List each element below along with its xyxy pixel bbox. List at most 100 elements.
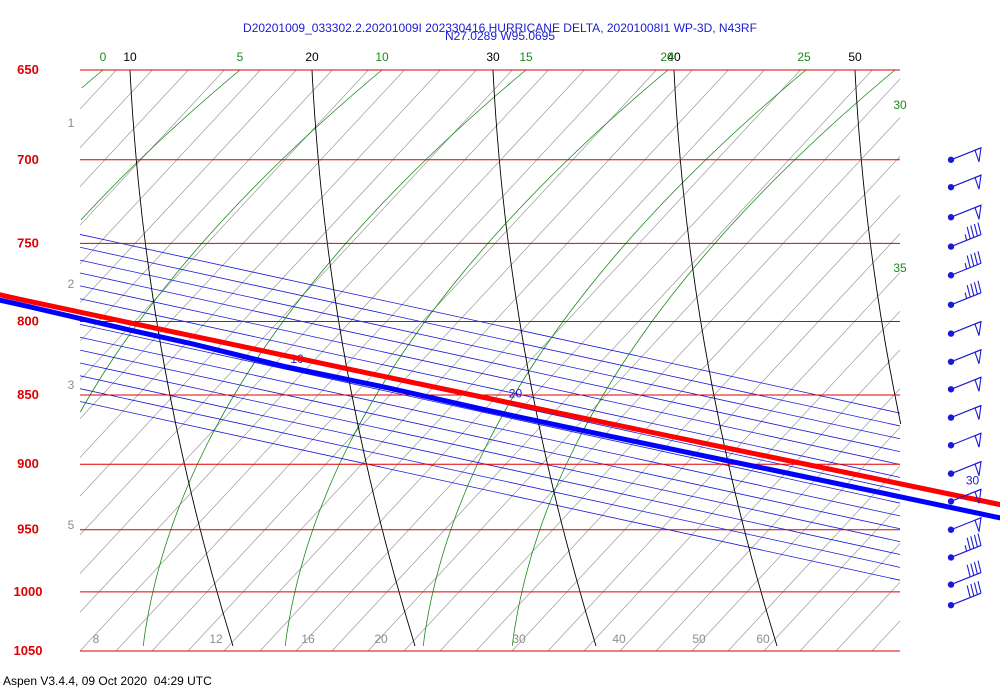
moist-adiabat-line	[422, 69, 807, 647]
wind-barb-pennant	[974, 174, 982, 190]
moist-adiabat-label: 30	[893, 98, 907, 112]
pressure-tick-label: 750	[17, 235, 39, 250]
wind-barb-station	[947, 554, 955, 561]
wind-barb-station	[947, 358, 955, 365]
isotherm-line	[79, 362, 901, 543]
wind-barb-feather	[966, 255, 971, 268]
wind-barbs	[947, 146, 982, 609]
mixing-ratio-line	[79, 69, 189, 187]
mixing-ratio-line	[439, 156, 901, 652]
wind-barb-station	[947, 156, 955, 163]
wind-barb-station	[947, 498, 955, 505]
wind-barb-feather	[977, 581, 982, 594]
isotherm-line	[79, 401, 901, 581]
mixing-ratio-line	[619, 349, 901, 652]
mixing-ratio-label: 16	[301, 632, 315, 646]
mixing-ratio-line	[835, 581, 901, 652]
moist-adiabat-label: 25	[797, 50, 811, 64]
dry-adiabat-label: 50	[848, 50, 862, 64]
wind-barb	[947, 560, 982, 588]
wind-barb	[947, 146, 982, 163]
wind-barb-station	[947, 301, 955, 308]
footer-version: Aspen V3.4.4, 09 Oct 2020 04:29 UTC	[3, 674, 212, 688]
wind-barb-station	[947, 243, 955, 250]
isotherm-label: 20	[509, 387, 523, 401]
dry-adiabat-line	[129, 69, 234, 647]
isobars	[80, 69, 900, 652]
mixing-ratio-line	[115, 69, 657, 652]
wind-barb-pennant	[974, 460, 982, 476]
wind-barb	[947, 581, 982, 609]
index-label: 5	[68, 518, 75, 532]
mixing-ratio-line	[79, 69, 333, 342]
isotherm-label: 30	[966, 473, 980, 487]
index-label: 1	[68, 116, 75, 130]
wind-barb-pennant	[974, 516, 982, 532]
wind-barb-pennant	[974, 432, 982, 448]
isotherm-line	[79, 246, 901, 427]
mixing-ratio-line	[799, 543, 901, 652]
moist-adiabat-line	[80, 69, 241, 221]
wind-barb-feather	[973, 582, 978, 595]
moist-adiabat-label: 15	[519, 50, 533, 64]
wind-barb-feather	[970, 536, 975, 549]
wind-barb-pennant	[974, 376, 982, 392]
wind-barb-half-feather	[964, 234, 968, 241]
wind-barb-feather	[970, 583, 975, 597]
mixing-ratio-line	[223, 69, 765, 652]
dry-adiabat-line	[673, 69, 778, 647]
wind-barb-staff	[950, 292, 982, 306]
isotherm-line	[79, 272, 901, 453]
wind-barb-staff	[950, 262, 982, 276]
mixing-ratio-line	[259, 69, 801, 652]
wind-barb	[947, 204, 982, 221]
wind-barb-staff	[950, 592, 982, 606]
moist-adiabats	[79, 69, 896, 647]
wind-barb-station	[947, 330, 955, 337]
pressure-tick-label: 950	[17, 522, 39, 537]
wind-barb	[947, 432, 982, 449]
dry-adiabat-line	[854, 69, 902, 425]
dry-adiabat-label: 10	[123, 50, 137, 64]
mixing-ratio-line	[79, 69, 153, 149]
wind-barb-staff	[950, 544, 982, 559]
wind-barb-station	[947, 581, 955, 588]
wind-barb-feather	[966, 564, 971, 578]
wind-barb	[947, 460, 982, 477]
wind-barb-station	[947, 386, 955, 393]
wind-barb	[947, 516, 982, 533]
wind-barb-feather	[970, 563, 975, 576]
moist-adiabat-label: 0	[100, 50, 107, 64]
moist-adiabat-line	[284, 69, 669, 647]
wind-barb-feather	[977, 251, 982, 264]
wind-barb	[947, 251, 982, 279]
sounding-traces	[0, 292, 1000, 521]
mixing-ratio-line	[79, 69, 297, 303]
wind-barb-feather	[966, 537, 971, 550]
mixing-ratio-line	[295, 69, 837, 652]
mixing-ratio-line	[331, 69, 873, 652]
wind-barb-pennant	[974, 488, 982, 504]
mixing-ratio-line	[79, 69, 405, 419]
wind-barb-feather	[966, 284, 971, 298]
mixing-ratio-label: 20	[374, 632, 388, 646]
moist-adiabat-label: 10	[375, 50, 389, 64]
wind-barb-half-feather	[964, 262, 968, 270]
mixing-ratio-line	[403, 117, 901, 652]
pressure-tick-label: 1000	[14, 584, 43, 599]
wind-barb-pennant	[974, 348, 982, 364]
dry-adiabat-label: 40	[667, 50, 681, 64]
wind-barb	[947, 488, 982, 505]
mixing-ratio-line	[655, 388, 901, 652]
pressure-tick-label: 650	[17, 62, 39, 77]
mixing-ratio-line	[79, 69, 477, 497]
mixing-ratio-line	[79, 69, 621, 652]
wind-barb-station	[947, 470, 955, 477]
mixing-ratio-line	[475, 194, 901, 652]
index-label: 3	[68, 378, 75, 392]
wind-barb-half-feather	[964, 545, 968, 552]
dry-adiabats	[129, 69, 902, 647]
isotherm-line	[79, 336, 901, 517]
pressure-tick-label: 700	[17, 152, 39, 167]
mixing-ratio-line	[79, 69, 117, 110]
